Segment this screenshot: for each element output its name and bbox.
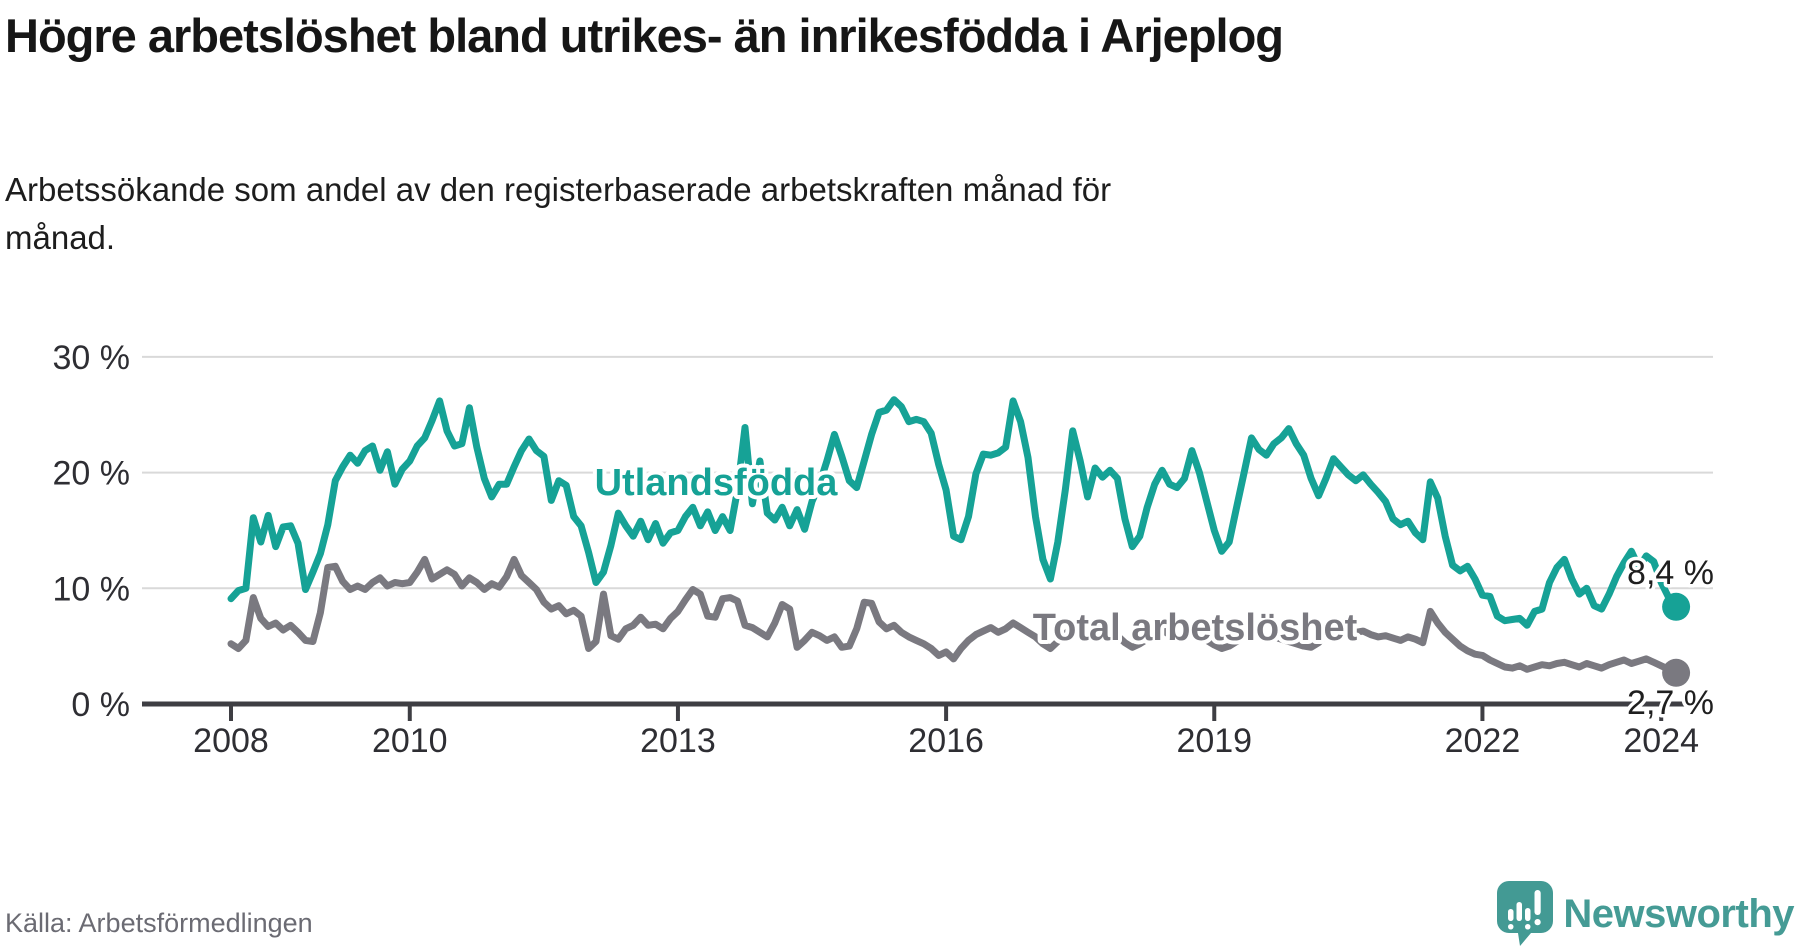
logo-bar3 — [1525, 908, 1531, 921]
x-tick-label-2010: 2010 — [372, 722, 448, 760]
newsworthy-wordmark: Newsworthy — [1563, 891, 1794, 936]
logo-bar2 — [1516, 902, 1523, 921]
x-tick-label-2008: 2008 — [193, 722, 269, 760]
x-axis-ticks — [229, 706, 1664, 721]
y-axis-labels: 0 % 10 % 20 % 30 % — [53, 339, 131, 724]
x-tick-label-2024: 2024 — [1623, 722, 1699, 760]
page-title: Högre arbetslöshet bland utrikes- än inr… — [5, 9, 1284, 62]
y-tick-label-10: 10 % — [53, 570, 131, 608]
logo-dot1 — [1508, 924, 1514, 930]
series-line-utlandsfodda — [227, 396, 1680, 629]
logo-bar1 — [1508, 909, 1514, 921]
chart-subtitle-line2: månad. — [5, 219, 116, 256]
logo-exclamation-bar — [1534, 890, 1542, 915]
newsworthy-logo-icon — [1497, 881, 1554, 946]
chart-subtitle: Arbetssökande som andel av den registerb… — [5, 166, 1505, 262]
end-value-label-total: 2,7 % — [1627, 684, 1714, 722]
y-tick-label-0: 0 % — [71, 686, 130, 724]
series-end-dot-utlandsfodda — [1662, 592, 1691, 621]
series-label-utlandsfodda: Utlandsfödda — [595, 462, 839, 504]
series-line-total — [227, 555, 1680, 677]
logo-dot2 — [1525, 924, 1531, 930]
source-note: Källa: Arbetsförmedlingen — [5, 908, 313, 938]
series-label-total: Total arbetslöshet — [1033, 607, 1358, 649]
y-tick-label-30: 30 % — [53, 339, 131, 377]
logo-exclamation-dot — [1534, 919, 1542, 926]
end-value-label-utlandsfodda: 8,4 % — [1627, 554, 1714, 592]
x-tick-label-2019: 2019 — [1176, 722, 1252, 760]
series-end-dot-total — [1662, 658, 1691, 687]
x-tick-label-2013: 2013 — [640, 722, 716, 760]
newsworthy-brand: Newsworthy — [1497, 880, 1794, 948]
x-axis-labels: 2008 2010 2013 2016 2019 2022 2024 — [193, 722, 1699, 760]
y-tick-label-20: 20 % — [53, 455, 131, 493]
series-lines — [227, 396, 1691, 687]
chart-subtitle-line1: Arbetssökande som andel av den registerb… — [5, 171, 1112, 208]
x-tick-label-2022: 2022 — [1445, 722, 1521, 760]
x-tick-label-2016: 2016 — [908, 722, 984, 760]
